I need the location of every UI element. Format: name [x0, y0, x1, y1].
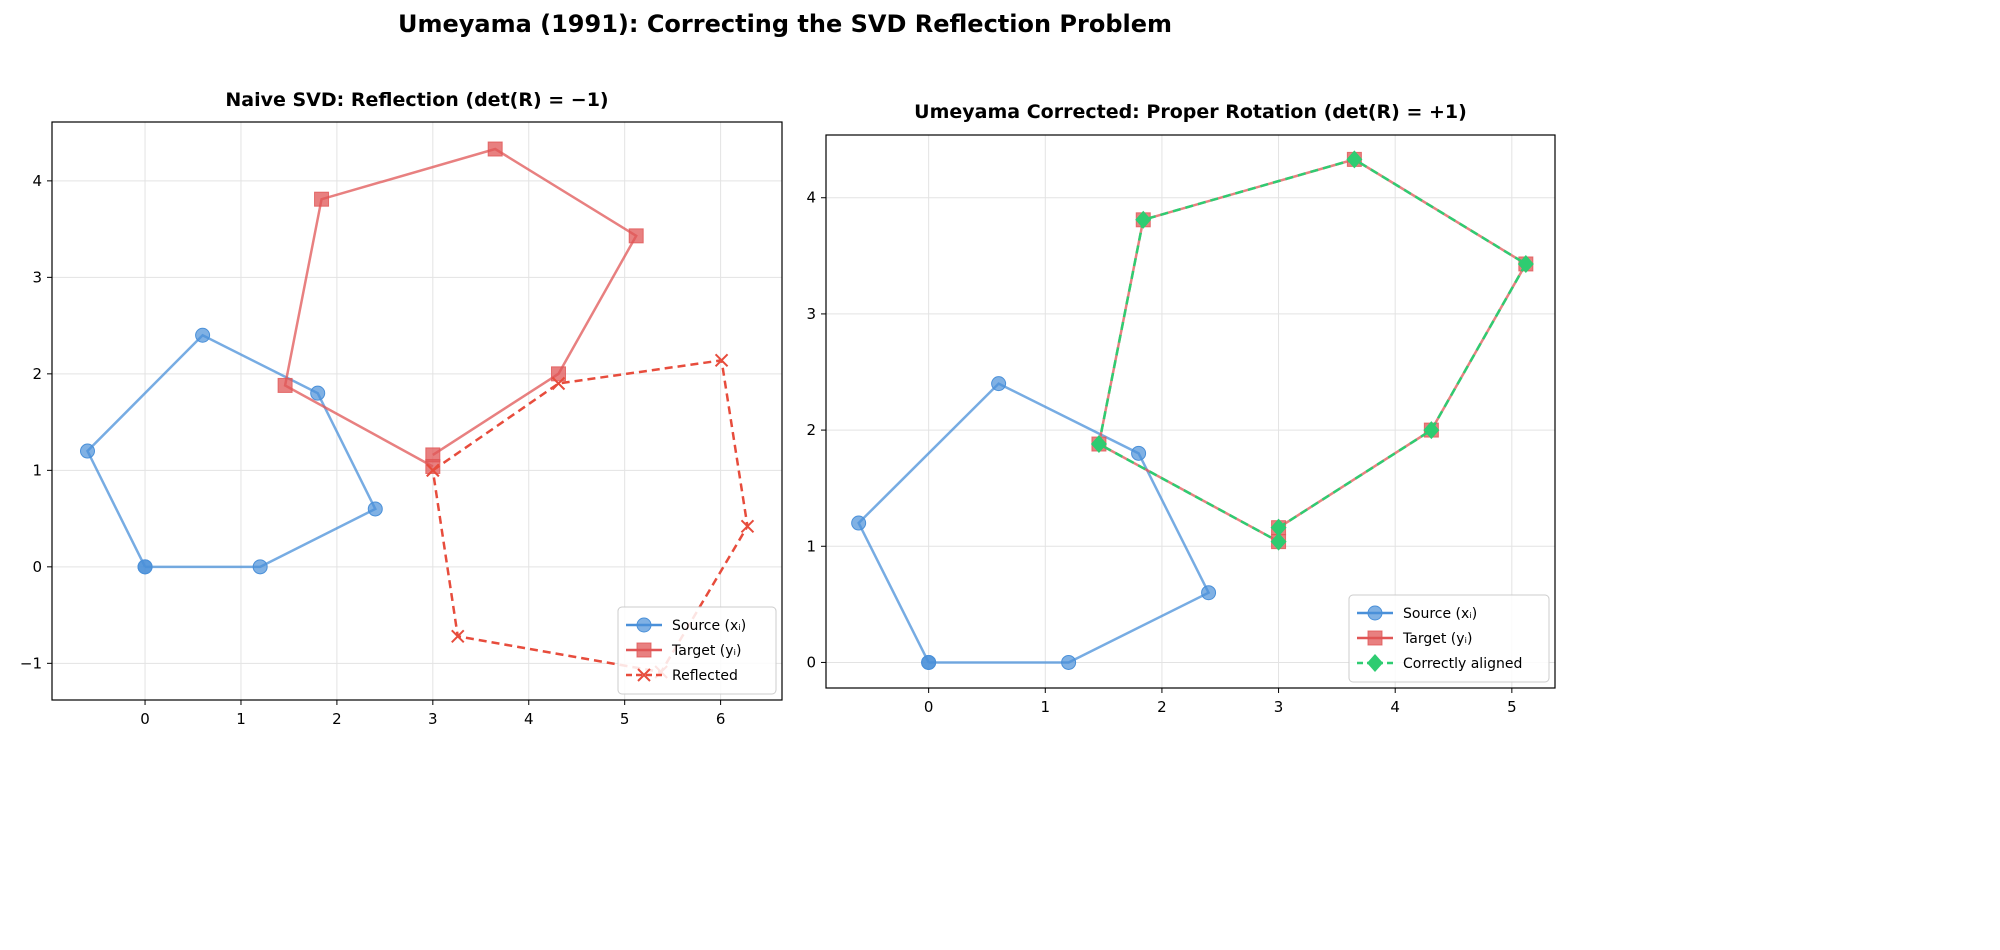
data-point	[921, 654, 937, 670]
legend-label: Reflected	[672, 668, 738, 684]
legend-marker	[1367, 630, 1383, 646]
x-tick-label: 1	[236, 710, 246, 728]
data-point	[195, 327, 211, 343]
data-point	[714, 353, 729, 368]
series-target	[277, 141, 644, 474]
legend-box	[1348, 594, 1550, 683]
x-tick-label: 0	[140, 710, 150, 728]
data-point	[367, 501, 383, 517]
data-point	[1517, 254, 1534, 273]
data-point	[1270, 518, 1287, 537]
figure-title: Umeyama (1991): Correcting the SVD Refle…	[397, 10, 1173, 38]
data-point	[451, 629, 465, 644]
data-point	[1135, 210, 1152, 229]
legend-marker	[637, 668, 651, 682]
data-point	[1346, 150, 1363, 169]
x-tick-label: 1	[1041, 698, 1051, 716]
x-tick-label: 0	[924, 698, 934, 716]
data-point	[1131, 445, 1147, 461]
series-target	[1091, 151, 1534, 550]
legend: Source (xᵢ) Target (yᵢ) Correctly aligned	[1348, 594, 1550, 683]
y-tick-label: 1	[32, 461, 42, 479]
y-tick-label: −1	[20, 654, 42, 672]
subplot-2: Umeyama Corrected: Proper Rotation (det(…	[806, 101, 1556, 716]
legend-label: Target (yᵢ)	[671, 643, 741, 659]
x-tick-label: 2	[332, 710, 342, 728]
y-tick-label: 1	[806, 537, 816, 555]
series-line	[1097, 158, 1528, 543]
data-point	[1090, 435, 1107, 454]
legend-marker	[1367, 605, 1383, 621]
series-source	[79, 327, 383, 575]
axes-frame	[825, 134, 1556, 689]
legend: Source (xᵢ) Target (yᵢ) Reflected	[617, 606, 777, 695]
x-tick-label: 5	[620, 710, 630, 728]
legend-label: Target (yᵢ)	[1402, 631, 1472, 647]
x-tick-label: 6	[716, 710, 726, 728]
data-point	[277, 377, 293, 393]
data-point	[628, 228, 644, 244]
data-point	[79, 443, 95, 459]
legend-label: Source (xᵢ)	[1403, 606, 1477, 622]
series-line	[85, 333, 377, 569]
subplot-1: Naive SVD: Reflection (det(R) = −1) 0 1 2 3 4…	[20, 89, 783, 728]
y-tick-label: 2	[806, 421, 816, 439]
data-point	[1061, 654, 1077, 670]
legend-marker	[1367, 654, 1383, 672]
x-tick-label: 3	[1274, 698, 1284, 716]
subplot-title: Naive SVD: Reflection (det(R) = −1)	[225, 89, 608, 111]
series-source	[851, 376, 1217, 670]
data-point	[1423, 421, 1440, 440]
series-line	[283, 147, 638, 468]
data-point	[991, 376, 1007, 392]
data-point	[740, 519, 755, 534]
data-point	[252, 559, 268, 575]
y-tick-label: 4	[32, 172, 42, 190]
data-point	[550, 366, 566, 382]
y-tick-label: 3	[806, 305, 816, 323]
y-tick-label: 3	[32, 268, 42, 286]
y-tick-label: 2	[32, 365, 42, 383]
data-point	[487, 141, 503, 157]
x-tick-label: 4	[524, 710, 534, 728]
x-tick-label: 5	[1507, 698, 1517, 716]
legend-marker	[636, 617, 652, 633]
data-point	[551, 376, 566, 391]
data-point	[1270, 532, 1287, 551]
y-tick-label: 4	[806, 189, 816, 207]
series-line	[1097, 158, 1528, 543]
x-tick-label: 2	[1157, 698, 1167, 716]
series-line	[857, 382, 1211, 664]
data-point	[851, 515, 867, 531]
axes-frame	[51, 121, 783, 701]
legend-marker	[636, 642, 652, 658]
data-point	[1201, 585, 1217, 601]
legend-label: Correctly aligned	[1403, 656, 1522, 672]
y-tick-label: 0	[806, 653, 816, 671]
subplot-title: Umeyama Corrected: Proper Rotation (det(…	[914, 101, 1467, 123]
legend-box	[617, 606, 777, 695]
x-tick-label: 4	[1390, 698, 1400, 716]
legend-label: Source (xᵢ)	[672, 618, 746, 634]
x-tick-label: 3	[428, 710, 438, 728]
y-tick-label: 0	[32, 558, 42, 576]
data-point	[137, 559, 153, 575]
data-point	[426, 463, 440, 478]
series-correctly	[1090, 150, 1534, 551]
data-point	[310, 385, 326, 401]
data-point	[314, 191, 330, 207]
